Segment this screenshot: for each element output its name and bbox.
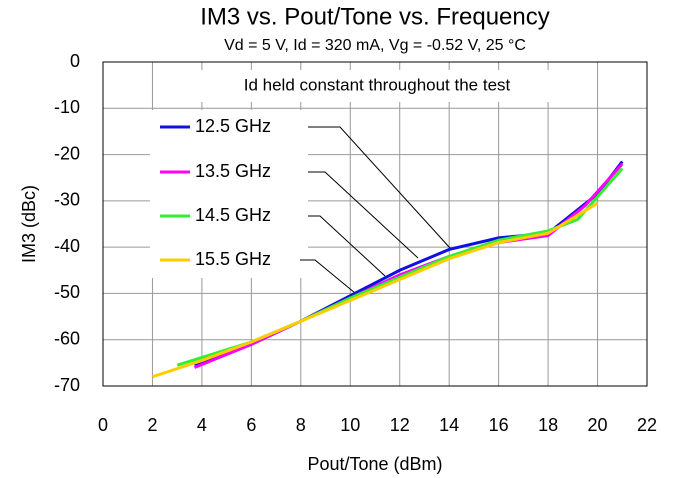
plot-border xyxy=(102,61,648,387)
x-tick-label: 12 xyxy=(390,415,410,435)
y-tick-label: -20 xyxy=(54,143,80,163)
annotation: Id held constant throughout the test xyxy=(244,75,511,94)
chart-title: IM3 vs. Pout/Tone vs. Frequency xyxy=(200,3,550,30)
leader-line xyxy=(308,171,419,259)
x-tick-label: 0 xyxy=(98,415,108,435)
x-tick-label: 16 xyxy=(489,415,509,435)
y-tick-label: -60 xyxy=(54,328,80,348)
series-line xyxy=(151,201,599,379)
x-tick-label: 20 xyxy=(588,415,608,435)
legend-label: 12.5 GHz xyxy=(195,116,271,136)
x-tick-label: 18 xyxy=(538,415,558,435)
y-tick-label: -70 xyxy=(54,375,80,395)
x-tick-label: 22 xyxy=(637,415,657,435)
leader-line xyxy=(308,215,386,277)
x-tick-label: 4 xyxy=(197,415,207,435)
legend-label: 14.5 GHz xyxy=(195,205,271,225)
y-tick-label: -40 xyxy=(54,236,80,256)
legend-label: 15.5 GHz xyxy=(195,249,271,269)
y-tick-label: -10 xyxy=(54,97,80,117)
x-tick-label: 2 xyxy=(147,415,157,435)
y-tick-label: -50 xyxy=(54,282,80,302)
legend-label: 13.5 GHz xyxy=(195,161,271,181)
y-tick-label: -30 xyxy=(54,190,80,210)
x-tick-label: 8 xyxy=(296,415,306,435)
y-tick-label: 0 xyxy=(70,51,80,71)
chart-subtitle: Vd = 5 V, Id = 320 mA, Vg = -0.52 V, 25 … xyxy=(224,37,526,54)
legend-box xyxy=(150,110,308,278)
x-axis-title: Pout/Tone (dBm) xyxy=(307,454,442,474)
x-tick-label: 6 xyxy=(246,415,256,435)
leader-line xyxy=(300,259,356,294)
annotation-box xyxy=(170,70,585,102)
legend: 12.5 GHz 13.5 GHz 14.5 GHz 15.5 GHz xyxy=(160,116,271,269)
series-lines xyxy=(151,160,624,379)
y-axis-title: IM3 (dBc) xyxy=(19,185,39,263)
leader-lines xyxy=(300,126,451,294)
x-tick-label: 14 xyxy=(439,415,459,435)
leader-line xyxy=(308,126,451,249)
x-tick-label: 10 xyxy=(340,415,360,435)
